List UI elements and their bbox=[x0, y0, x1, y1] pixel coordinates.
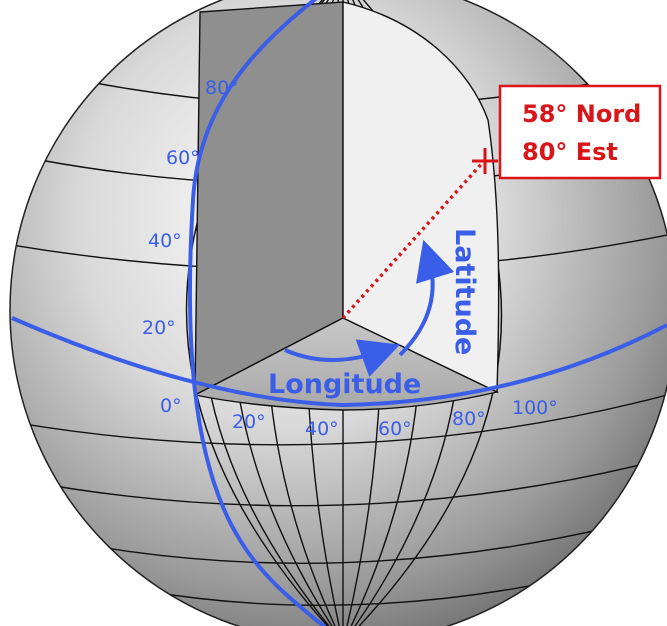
longitude-label-40: 40° bbox=[305, 418, 339, 440]
parallel-line bbox=[10, 394, 667, 446]
callout-latitude: 58° Nord bbox=[522, 100, 641, 128]
prime-meridian bbox=[187, 0, 327, 626]
longitude-label-100: 100° bbox=[512, 397, 558, 419]
longitude-title: Longitude bbox=[268, 369, 421, 400]
parallel-line bbox=[59, 519, 641, 564]
latitude-title: Latitude bbox=[449, 228, 480, 355]
equator-line bbox=[11, 316, 667, 408]
point-radius-line bbox=[341, 158, 487, 320]
parallel-line bbox=[139, 579, 561, 607]
latitude-label-20: 20° bbox=[142, 317, 176, 339]
latitude-label-0: 0° bbox=[160, 395, 182, 417]
longitude-label-80: 80° bbox=[452, 408, 486, 430]
cutaway-floor bbox=[192, 317, 500, 411]
latitude-label-80: 80° bbox=[205, 77, 239, 99]
longitude-arrow bbox=[284, 339, 401, 377]
latitude-label-60: 60° bbox=[166, 147, 200, 169]
latitude-label-40: 40° bbox=[148, 230, 182, 252]
point-marker-cross bbox=[472, 148, 498, 174]
latitude-arrow bbox=[398, 239, 455, 357]
longitude-label-60: 60° bbox=[378, 418, 412, 440]
callout-longitude: 80° Est bbox=[522, 138, 618, 166]
point-callout: 58° Nord 80° Est bbox=[498, 84, 662, 180]
longitude-label-20: 20° bbox=[232, 411, 266, 433]
parallel-line bbox=[19, 459, 661, 507]
cutaway-light-plane bbox=[342, 1, 500, 394]
